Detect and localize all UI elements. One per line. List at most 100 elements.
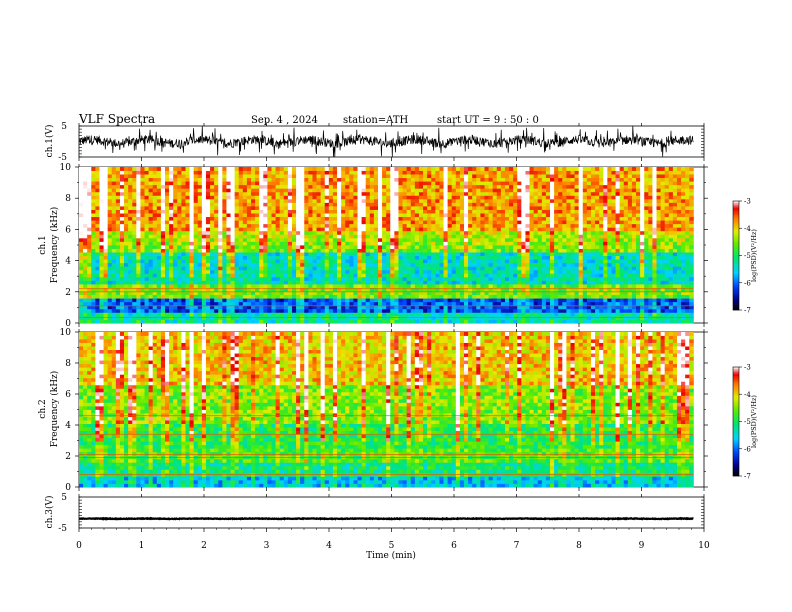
spectrogram-cell — [124, 181, 129, 186]
spectrogram-cell — [238, 202, 244, 207]
spectrogram-cell — [99, 287, 104, 292]
spectrogram-cell — [128, 170, 133, 175]
spectrogram-cell — [537, 234, 543, 239]
spectrogram-cell — [488, 213, 494, 218]
spectrogram-cell — [128, 262, 133, 267]
spectrogram-cell — [107, 255, 113, 260]
spectrogram-cell — [435, 319, 440, 324]
spectrogram-cell — [332, 170, 338, 175]
spectrogram-cell — [398, 209, 403, 214]
spectrogram-cell — [124, 280, 129, 285]
spectrogram-cell — [218, 308, 223, 313]
spectrogram-cell — [144, 284, 150, 288]
spectrogram-cell — [476, 252, 481, 257]
spectrogram-cell — [439, 237, 444, 242]
spectrogram-cell — [537, 237, 543, 242]
spectrogram-cell — [406, 167, 412, 171]
spectrogram-cell — [226, 255, 231, 260]
spectrogram-cell — [124, 266, 129, 271]
spectrogram-cell — [435, 177, 440, 182]
spectrogram-cell — [341, 269, 346, 274]
spectrogram-cell — [283, 276, 289, 281]
spectrogram-cell — [185, 195, 190, 200]
spectrogram-cell — [214, 188, 219, 193]
spectrogram-cell — [271, 245, 276, 249]
spectrogram-cell — [369, 234, 375, 239]
spectrogram-cell — [529, 223, 535, 228]
spectrogram-cell — [246, 305, 252, 310]
spectrogram-cell — [230, 280, 236, 285]
spectrogram-cell — [492, 234, 498, 239]
spectrogram-cell — [378, 213, 383, 218]
spectrogram-cell — [87, 301, 92, 306]
spectrogram-cell — [341, 294, 346, 299]
spectrogram-cell — [242, 255, 248, 260]
spectrogram-cell — [435, 174, 440, 179]
spectrogram-cell — [91, 198, 96, 203]
spectrogram-cell — [259, 181, 264, 186]
spectrogram-cell — [513, 252, 518, 257]
spectrogram-cell — [246, 167, 252, 171]
spectrogram-cell — [517, 262, 522, 267]
spectrogram-cell — [99, 227, 104, 232]
spectrogram-cell — [169, 216, 174, 221]
spectrogram-cell — [271, 177, 276, 182]
spectrogram-cell — [414, 266, 420, 271]
spectrogram-cell — [201, 181, 207, 186]
spectrogram-cell — [308, 237, 313, 242]
spectrogram-cell — [304, 241, 309, 246]
spectrogram-cell — [357, 177, 363, 182]
spectrogram-cell — [304, 181, 309, 186]
spectrogram-cell — [455, 213, 461, 218]
spectrogram-cell — [152, 269, 158, 274]
spectrogram-cell — [308, 195, 313, 200]
spectrogram-cell — [533, 248, 539, 253]
spectrogram-cell — [259, 227, 264, 232]
spectrogram-cell — [144, 184, 150, 189]
spectrogram-cell — [488, 198, 494, 203]
spectrogram-cell — [193, 262, 199, 267]
spectrogram-cell — [177, 298, 182, 303]
spectrogram-cell — [271, 191, 276, 196]
spectrogram-cell — [468, 230, 473, 235]
spectrogram-cell — [287, 177, 293, 182]
spectrogram-cell — [128, 191, 133, 196]
spectrogram-cell — [91, 209, 96, 214]
spectrogram-cell — [382, 276, 387, 281]
date-label: Sep. 4 , 2024 — [251, 115, 318, 126]
spectrogram-cell — [451, 241, 457, 246]
spectrogram-cell — [283, 177, 289, 182]
spectrogram-cell — [386, 170, 391, 175]
spectrogram-cell — [410, 287, 416, 292]
spectrogram-cell — [345, 237, 350, 242]
spectrogram-cell — [218, 284, 223, 288]
spectrogram-cell — [312, 230, 317, 235]
spectrogram-cell — [87, 188, 92, 193]
spectrogram-cell — [165, 213, 170, 218]
spectrogram-cell — [488, 287, 494, 292]
spectrogram-cell — [296, 213, 301, 218]
spectrogram-cell — [283, 198, 289, 203]
spectrogram-cell — [369, 287, 375, 292]
spectrogram-cell — [296, 230, 301, 235]
spectrogram-cell — [312, 291, 317, 296]
spectrogram-cell — [464, 245, 469, 249]
spectrogram-cell — [312, 234, 317, 239]
spectrogram-cell — [107, 298, 113, 303]
spectrogram-cell — [259, 213, 264, 218]
spectrogram-cell — [390, 262, 395, 267]
spectrogram-cell — [140, 266, 145, 271]
spectrogram-cell — [181, 291, 186, 296]
spectrogram-cell — [173, 319, 178, 324]
spectrogram-cell — [365, 276, 371, 281]
spectrogram-cell — [230, 298, 236, 303]
spectrogram-cell — [492, 276, 498, 281]
spectrogram-cell — [410, 213, 416, 218]
spectrogram-cell — [107, 308, 113, 313]
spectrogram-cell — [328, 248, 334, 253]
spectrogram-cell — [218, 170, 223, 175]
spectrogram-cell — [218, 191, 223, 196]
spectrogram-cell — [111, 248, 117, 253]
spectrogram-cell — [259, 287, 264, 292]
spectrogram-cell — [324, 170, 330, 175]
